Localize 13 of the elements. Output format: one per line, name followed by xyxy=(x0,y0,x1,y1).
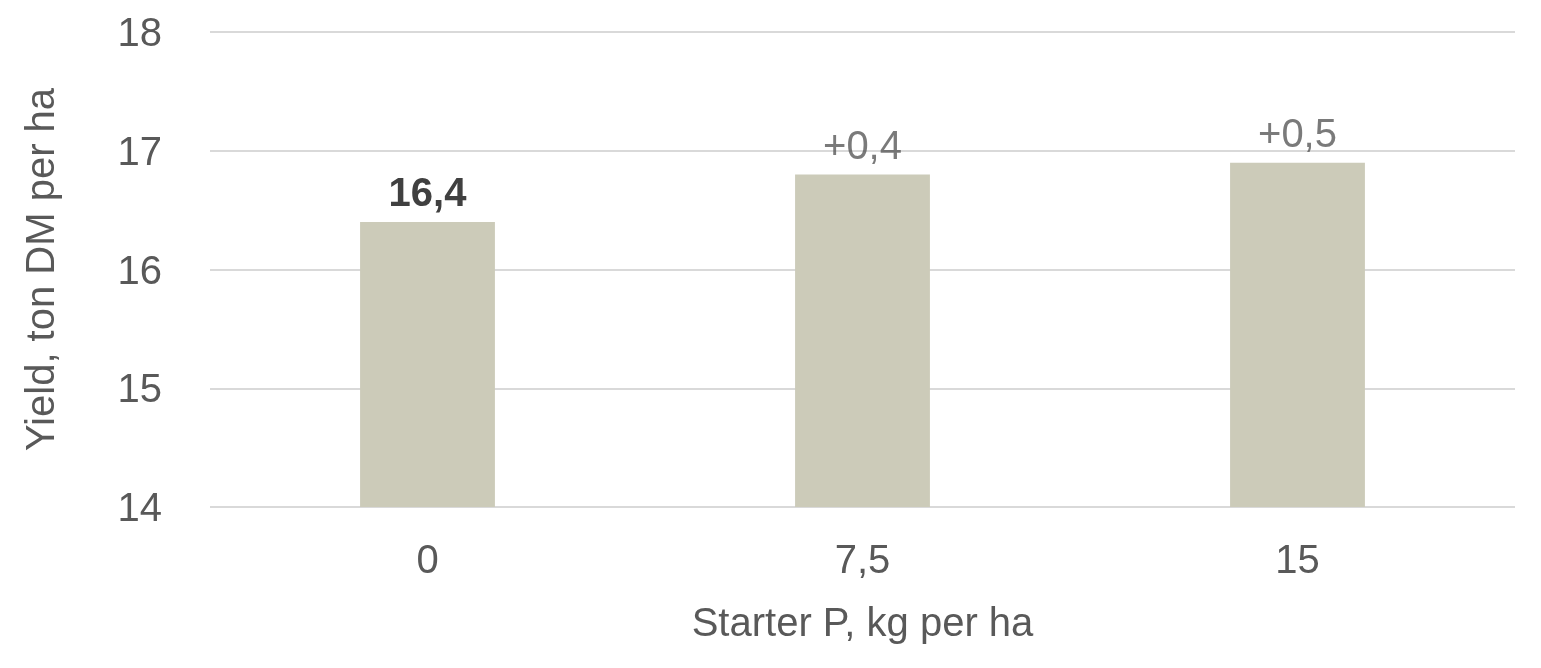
y-tick-label: 15 xyxy=(117,366,162,411)
x-tick-label: 7,5 xyxy=(834,537,891,581)
y-axis-title: Yield, ton DM per ha xyxy=(18,87,62,452)
y-tick-label: 18 xyxy=(117,10,162,54)
x-tick-label: 0 xyxy=(416,537,439,581)
y-tick-label: 14 xyxy=(117,485,162,529)
x-axis-title: Starter P, kg per ha xyxy=(691,600,1035,644)
annotation: +0,4 xyxy=(823,122,902,167)
data-label: 16,4 xyxy=(388,170,468,214)
y-tick-label: 17 xyxy=(117,128,162,173)
y-tick-label: 16 xyxy=(117,247,162,292)
annotation: +0,5 xyxy=(1258,110,1337,155)
x-tick-label: 15 xyxy=(1275,537,1320,581)
